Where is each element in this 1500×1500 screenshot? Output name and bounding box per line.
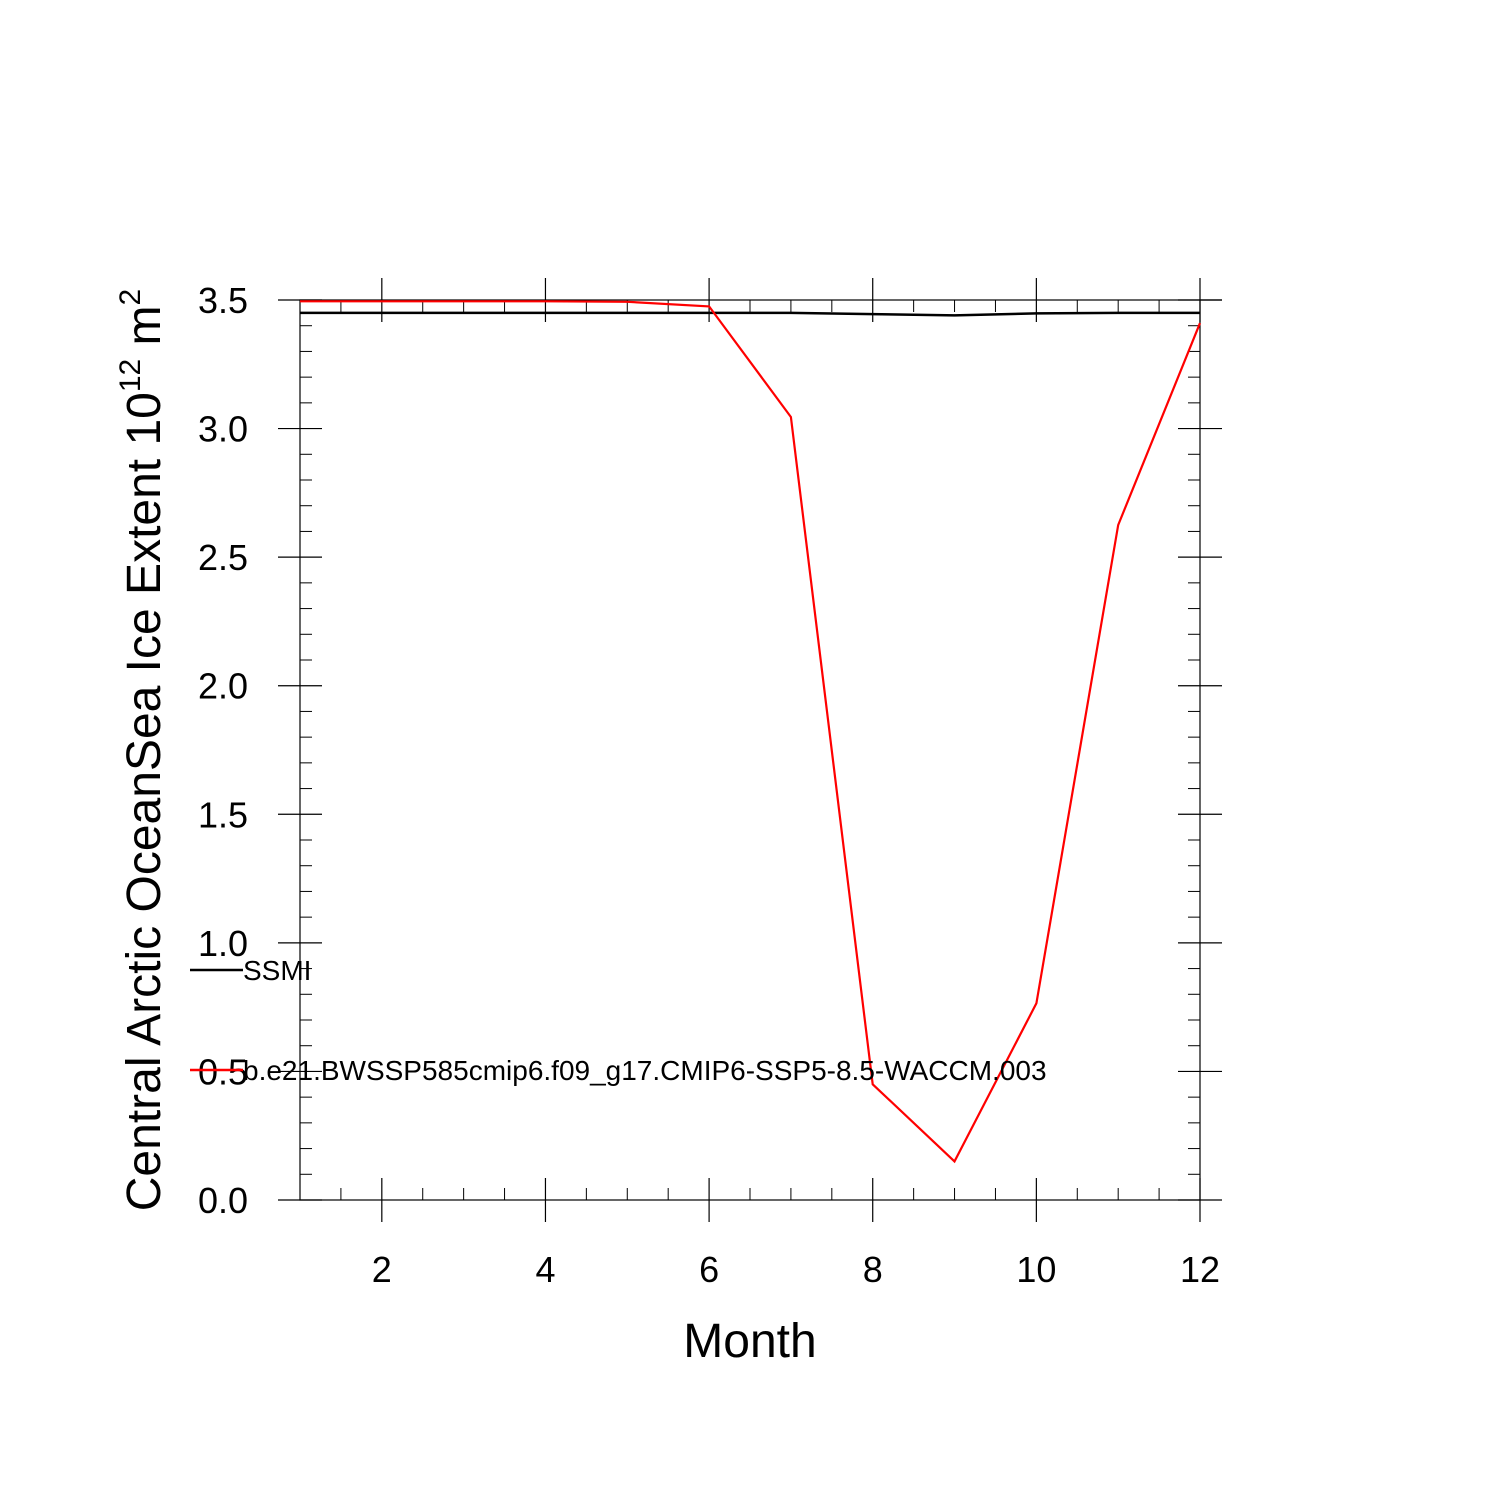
y-axis-title-unit: m xyxy=(118,305,171,358)
series-line-model xyxy=(300,300,1202,1164)
x-tick-label: 4 xyxy=(535,1249,555,1290)
y-tick-label: 0.0 xyxy=(198,1180,248,1221)
x-axis-title: Month xyxy=(683,1315,816,1368)
legend: SSMI b.e21.BWSSP585cmip6.f09_g17.CMIP6-SS… xyxy=(190,955,1047,1086)
series-line-ssmi xyxy=(300,311,1200,317)
y-tick-label: 0.5 xyxy=(198,1051,248,1092)
tick-labels: 2 4 6 8 10 12 0.0 0.5 1.0 1.5 2.0 2.5 3.0 3.5 xyxy=(198,280,1220,1290)
y-tick-label: 3.0 xyxy=(198,409,248,450)
y-axis-title-main: Central Arctic OceanSea Ice Extent 10 xyxy=(118,392,171,1211)
y-axis-title-unit-exponent: 2 xyxy=(114,289,147,306)
x-tick-label: 12 xyxy=(1180,1249,1220,1290)
series-lines xyxy=(300,300,1202,1164)
x-tick-label: 6 xyxy=(699,1249,719,1290)
y-tick-label: 1.0 xyxy=(198,923,248,964)
x-tick-label: 2 xyxy=(372,1249,392,1290)
legend-label: b.e21.BWSSP585cmip6.f09_g17.CMIP6-SSP5-8… xyxy=(243,1055,1047,1086)
y-tick-label: 2.0 xyxy=(198,666,248,707)
y-tick-label: 3.5 xyxy=(198,280,248,321)
minor-ticks xyxy=(299,300,1200,1200)
y-axis-title: Central Arctic OceanSea Ice Extent 1012 … xyxy=(114,289,171,1211)
major-ticks xyxy=(278,278,1222,1222)
y-tick-label: 1.5 xyxy=(198,794,248,835)
x-tick-label: 8 xyxy=(863,1249,883,1290)
x-tick-label: 10 xyxy=(1016,1249,1056,1290)
y-tick-label: 2.5 xyxy=(198,537,248,578)
y-axis-title-exponent: 12 xyxy=(114,359,147,392)
legend-label: SSMI xyxy=(243,955,311,986)
